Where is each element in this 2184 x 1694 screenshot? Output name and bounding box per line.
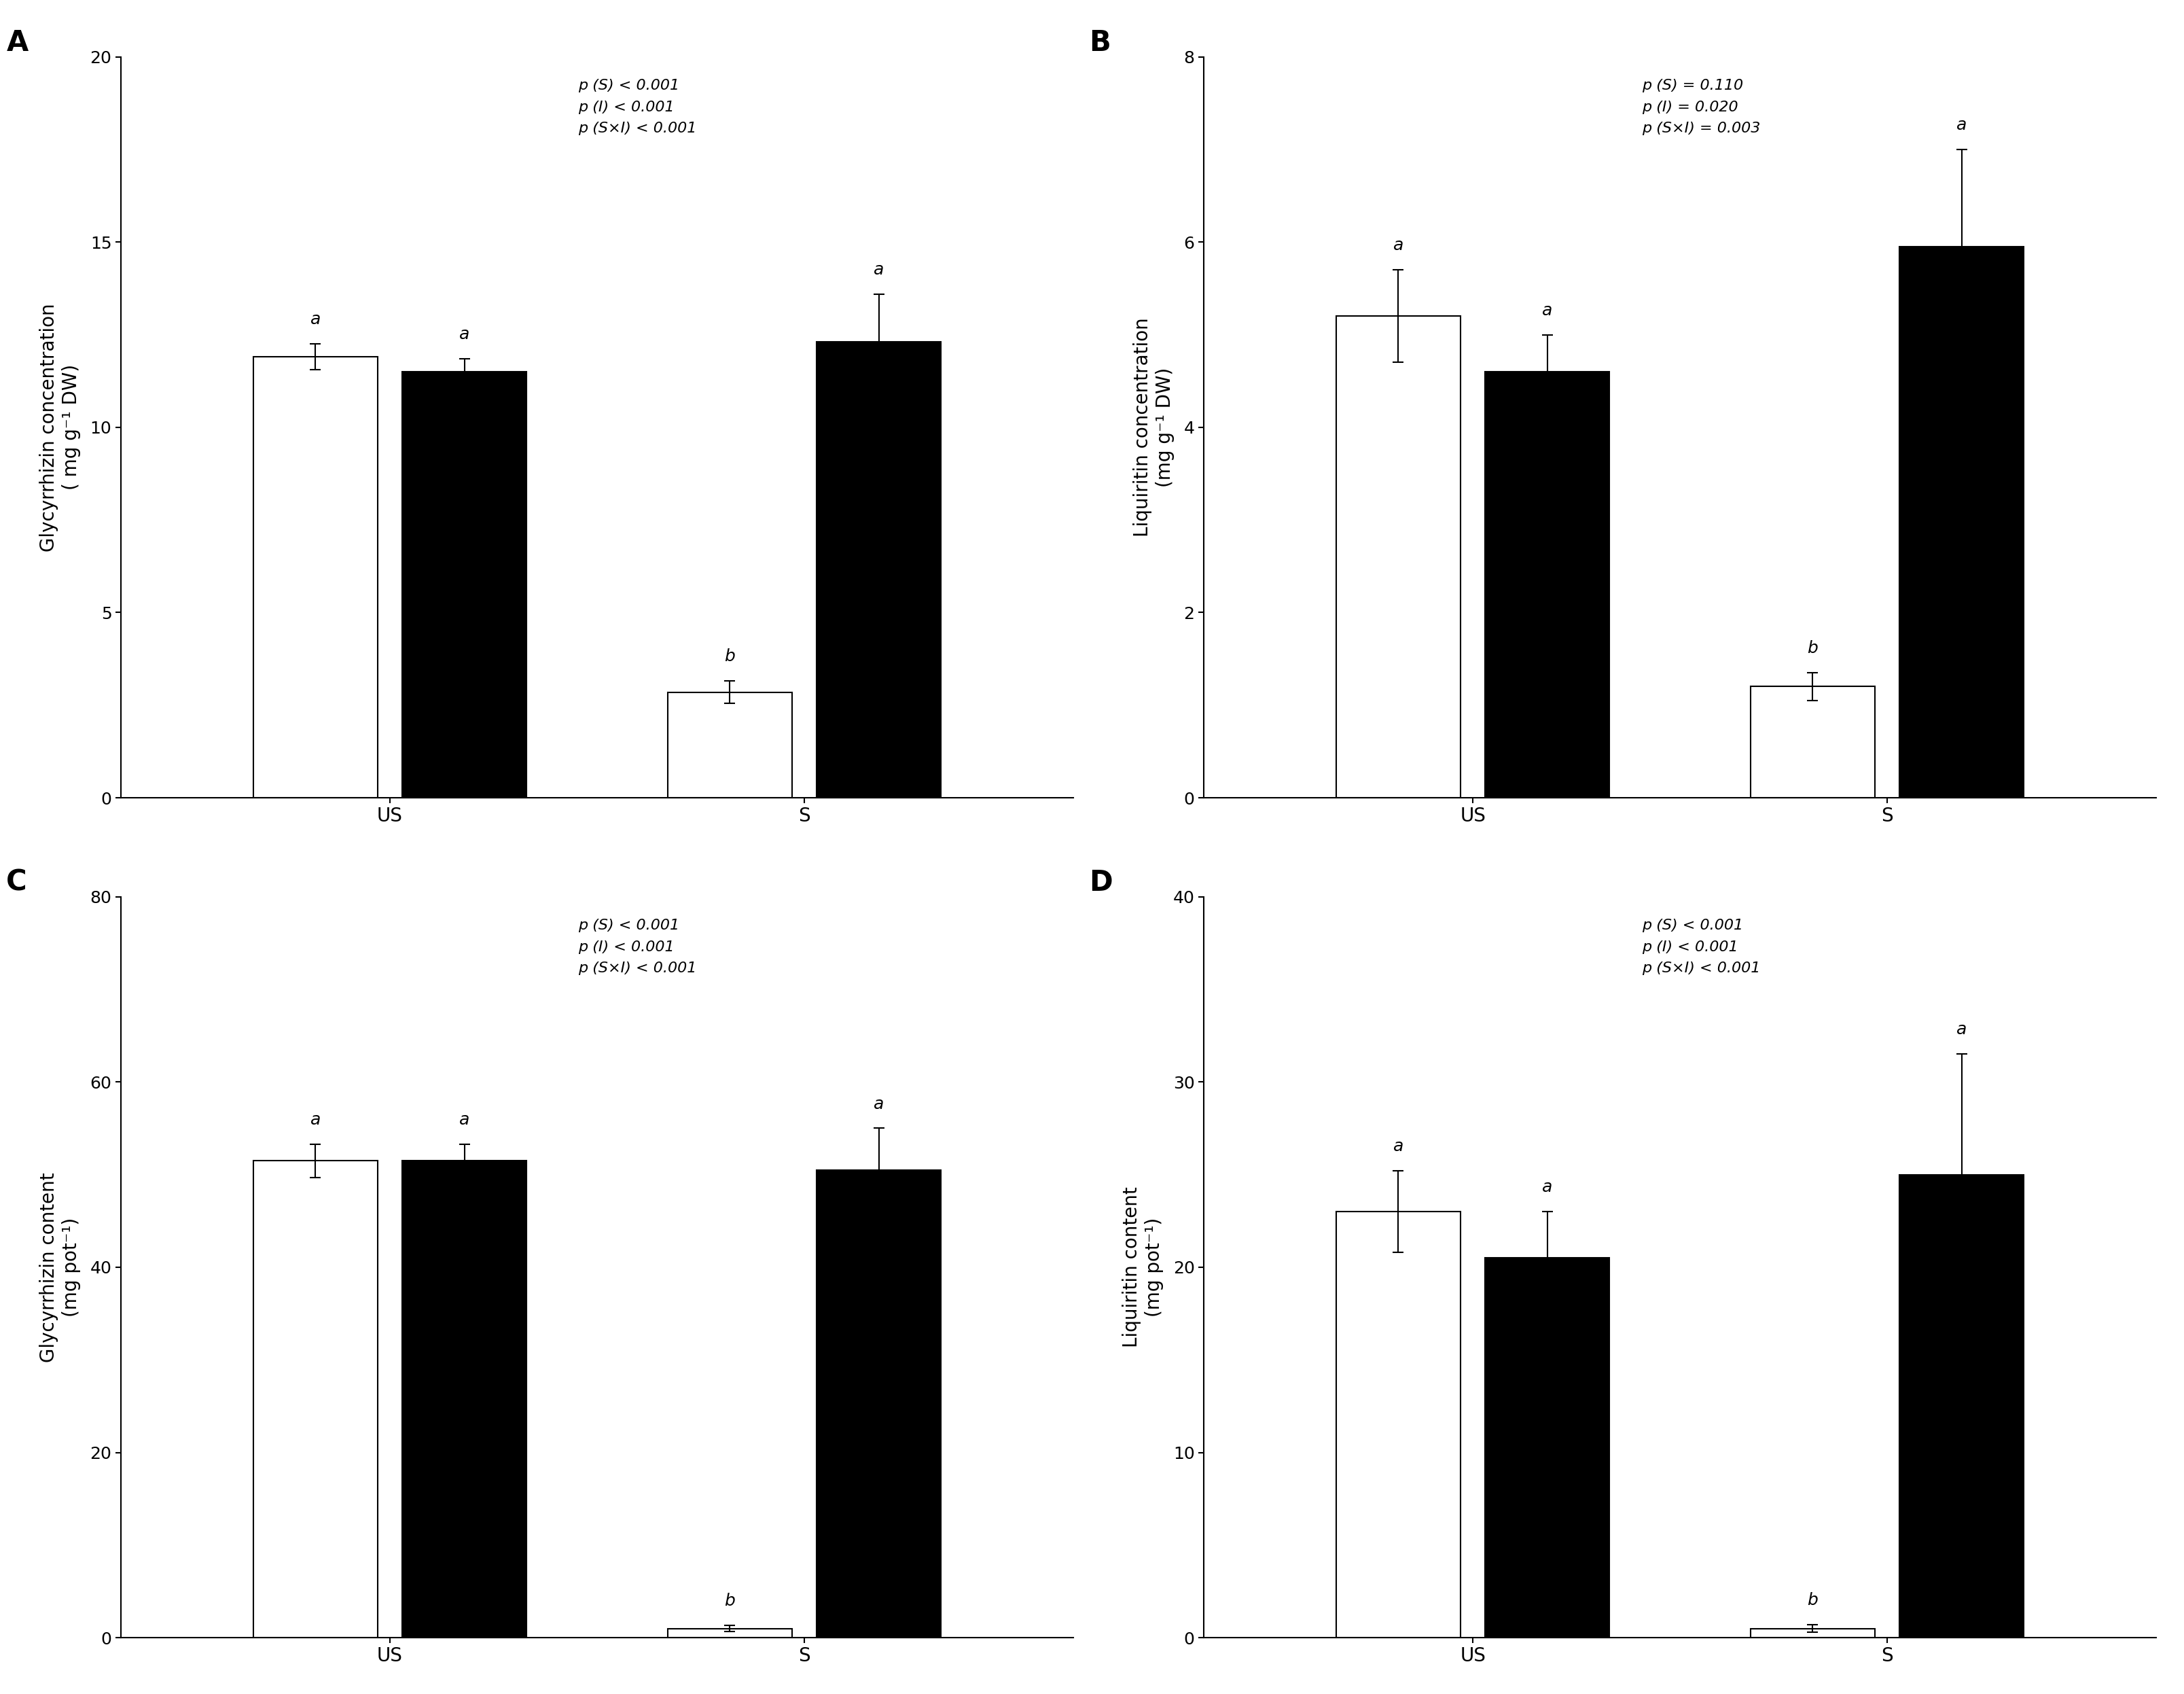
Bar xyxy=(1337,1211,1459,1638)
Text: B: B xyxy=(1090,29,1109,58)
Text: a: a xyxy=(1393,237,1402,254)
Bar xyxy=(668,693,791,798)
Text: a: a xyxy=(874,261,885,278)
Text: b: b xyxy=(725,1592,734,1609)
Text: p (S) = 0.110
p (I) = 0.020
p (S×I) = 0.003: p (S) = 0.110 p (I) = 0.020 p (S×I) = 0.… xyxy=(1642,80,1760,136)
Bar xyxy=(1749,686,1874,798)
Text: b: b xyxy=(1806,640,1817,657)
Text: D: D xyxy=(1090,869,1112,896)
Bar xyxy=(402,371,526,798)
Text: a: a xyxy=(310,312,321,327)
Text: b: b xyxy=(1806,1592,1817,1608)
Bar xyxy=(1485,1259,1610,1638)
Y-axis label: Glycyrrhizin content
(mg pot⁻¹): Glycyrrhizin content (mg pot⁻¹) xyxy=(39,1172,81,1362)
Text: a: a xyxy=(1957,1021,1966,1038)
Bar xyxy=(1337,317,1459,798)
Bar xyxy=(817,1171,941,1638)
Y-axis label: Glycyrrhizin concentration
( mg g⁻¹ DW): Glycyrrhizin concentration ( mg g⁻¹ DW) xyxy=(39,303,81,552)
Y-axis label: Liquiritin concentration
(mg g⁻¹ DW): Liquiritin concentration (mg g⁻¹ DW) xyxy=(1133,318,1175,537)
Bar xyxy=(1898,1174,2022,1638)
Text: a: a xyxy=(459,1111,470,1128)
Bar xyxy=(668,1628,791,1638)
Bar xyxy=(402,1160,526,1638)
Bar xyxy=(253,1160,378,1638)
Bar xyxy=(817,342,941,798)
Text: a: a xyxy=(874,1096,885,1111)
Text: p (S) < 0.001
p (I) < 0.001
p (S×I) < 0.001: p (S) < 0.001 p (I) < 0.001 p (S×I) < 0.… xyxy=(579,80,697,136)
Bar xyxy=(1749,1628,1874,1638)
Text: a: a xyxy=(1393,1138,1402,1155)
Text: p (S) < 0.001
p (I) < 0.001
p (S×I) < 0.001: p (S) < 0.001 p (I) < 0.001 p (S×I) < 0.… xyxy=(1642,920,1760,976)
Text: a: a xyxy=(310,1111,321,1128)
Bar xyxy=(1898,247,2022,798)
Text: a: a xyxy=(459,327,470,342)
Text: C: C xyxy=(7,869,26,896)
Text: A: A xyxy=(7,29,28,58)
Text: a: a xyxy=(1542,1179,1553,1196)
Bar xyxy=(1485,371,1610,798)
Text: a: a xyxy=(1542,302,1553,318)
Text: a: a xyxy=(1957,117,1966,134)
Bar xyxy=(253,357,378,798)
Text: p (S) < 0.001
p (I) < 0.001
p (S×I) < 0.001: p (S) < 0.001 p (I) < 0.001 p (S×I) < 0.… xyxy=(579,920,697,976)
Y-axis label: Liquiritin content
(mg pot⁻¹): Liquiritin content (mg pot⁻¹) xyxy=(1123,1187,1164,1348)
Text: b: b xyxy=(725,649,734,664)
